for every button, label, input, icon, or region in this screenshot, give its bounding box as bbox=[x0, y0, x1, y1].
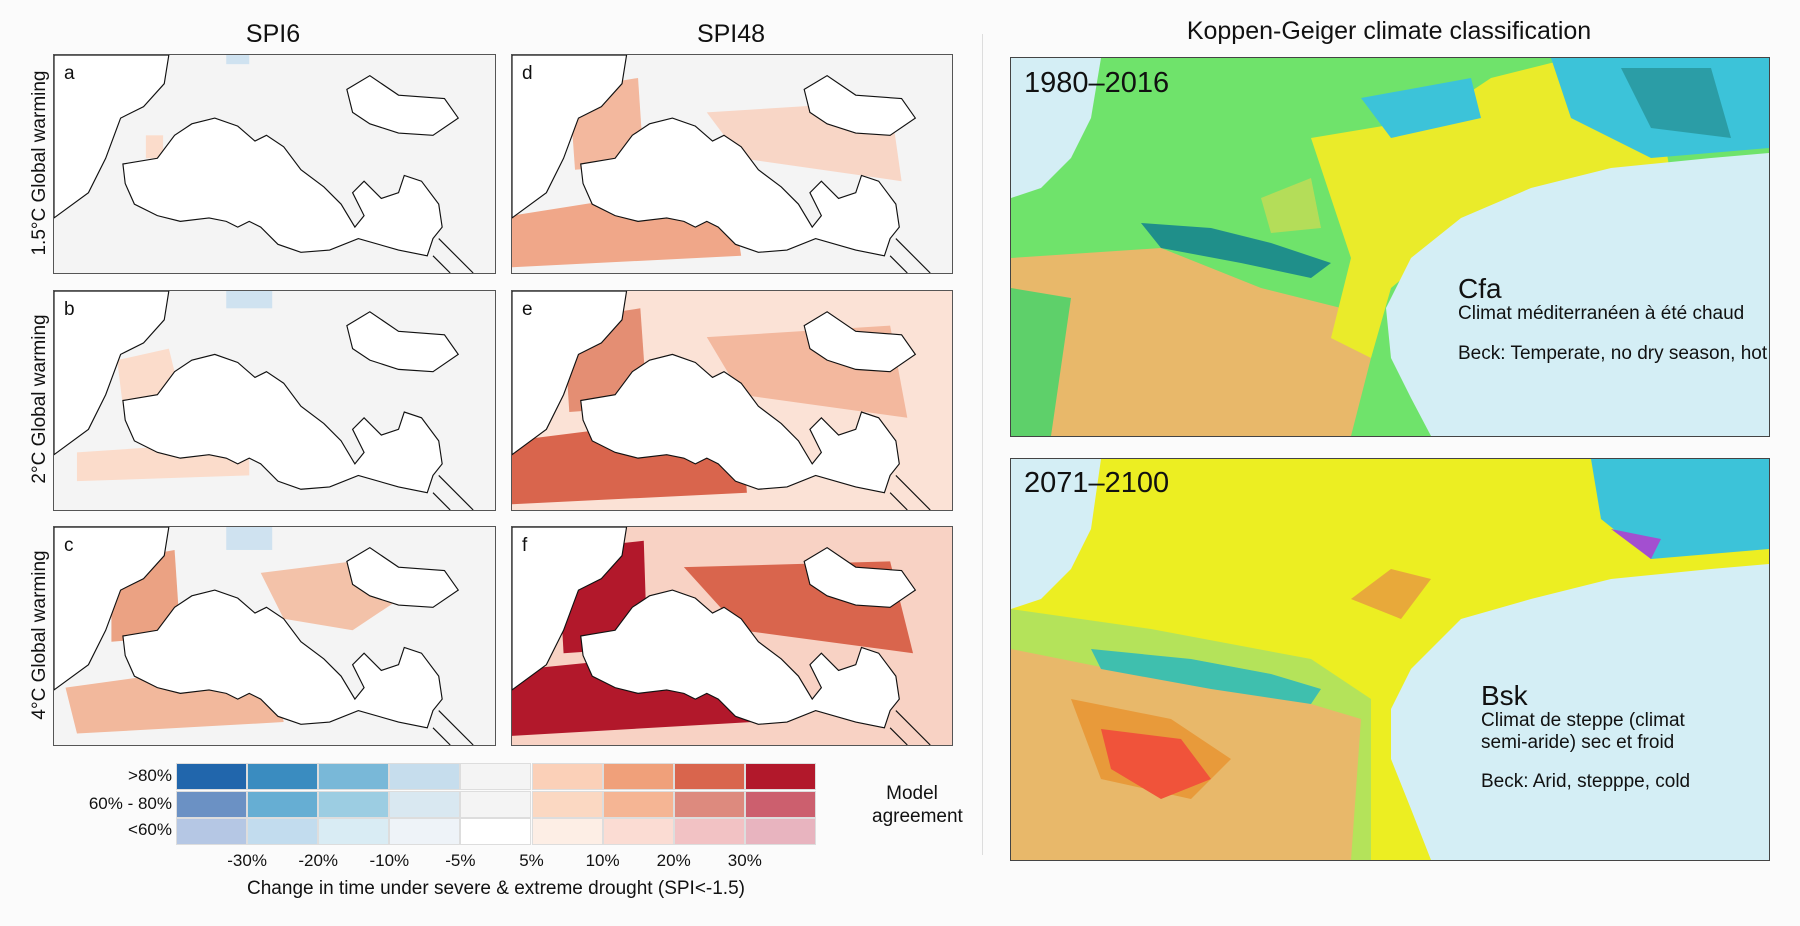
legend-cell bbox=[318, 818, 390, 845]
panel-label: e bbox=[522, 299, 533, 320]
legend-cell bbox=[389, 818, 461, 845]
legend-cell bbox=[318, 791, 390, 818]
column-title-spi48: SPI48 bbox=[696, 20, 766, 48]
legend-side-title-line: agreement bbox=[872, 806, 963, 827]
legend-cell bbox=[389, 763, 461, 790]
legend-cell bbox=[602, 791, 674, 818]
legend-cell bbox=[460, 791, 532, 818]
panel-label: d bbox=[522, 63, 533, 84]
legend-tick-label: -30% bbox=[227, 851, 267, 870]
legend-cell bbox=[318, 763, 390, 790]
legend-tick-label: 30% bbox=[727, 851, 762, 870]
legend-axis-title: Change in time under severe & extreme dr… bbox=[247, 878, 745, 899]
legend-cell bbox=[744, 818, 816, 845]
legend-side-title-line: Model bbox=[886, 783, 938, 804]
panel-label: b bbox=[64, 299, 75, 320]
legend-tick-label: 10% bbox=[585, 851, 620, 870]
map-panel-f: f bbox=[511, 526, 953, 746]
map-panel-d: d bbox=[511, 54, 953, 274]
legend-cell bbox=[460, 818, 532, 845]
legend-side-title: Model agreement bbox=[872, 782, 963, 828]
map-panel-b: b bbox=[53, 290, 496, 511]
legend-cell bbox=[531, 791, 603, 818]
legend-cell bbox=[602, 818, 674, 845]
legend-cell bbox=[673, 818, 745, 845]
legend-cell bbox=[531, 763, 603, 790]
legend-cell bbox=[176, 763, 248, 790]
map-panel-c: c bbox=[53, 526, 496, 746]
legend-tick-label: -5% bbox=[445, 851, 476, 870]
legend-cell bbox=[247, 763, 319, 790]
period-label: 1980–2016 bbox=[1024, 67, 1170, 99]
legend-cell bbox=[744, 791, 816, 818]
legend-cell bbox=[247, 791, 319, 818]
climate-description-line: Climat de steppe (climat bbox=[1481, 710, 1685, 731]
divider bbox=[982, 34, 983, 855]
legend-row-label: <60% bbox=[128, 820, 172, 839]
panel-label: c bbox=[64, 535, 74, 556]
climate-description: Climat méditerranéen à été chaud bbox=[1458, 303, 1745, 324]
koppen-map-2071-2100 bbox=[1010, 458, 1770, 861]
koppen-title: Koppen-Geiger climate classification bbox=[1186, 17, 1592, 45]
column-title-spi6: SPI6 bbox=[245, 20, 301, 48]
legend-tick-label: 5% bbox=[519, 851, 544, 870]
legend-cell bbox=[247, 818, 319, 845]
legend-cell bbox=[531, 818, 603, 845]
koppen-map-1980-2016 bbox=[1010, 57, 1770, 437]
legend-cell bbox=[176, 818, 248, 845]
panel-label: a bbox=[64, 63, 75, 84]
climate-code: Bsk bbox=[1481, 680, 1528, 711]
climate-description-line: semi-aride) sec et froid bbox=[1481, 732, 1675, 753]
row-label-2c: 2°C Global warming bbox=[29, 314, 50, 484]
climate-description: Climat de steppe (climat semi-aride) sec… bbox=[1481, 710, 1685, 754]
legend-cell bbox=[602, 763, 674, 790]
beck-description: Beck: Arid, stepppe, cold bbox=[1481, 771, 1691, 792]
legend-tick-label: -10% bbox=[369, 851, 410, 870]
climate-code: Cfa bbox=[1458, 273, 1502, 304]
legend-cell bbox=[744, 763, 816, 790]
legend-row-label: >80% bbox=[128, 766, 172, 785]
legend-cell bbox=[673, 791, 745, 818]
legend-cell bbox=[389, 791, 461, 818]
period-label: 2071–2100 bbox=[1024, 467, 1170, 499]
legend-tick-label: -20% bbox=[298, 851, 339, 870]
row-label-4c: 4°C Global warming bbox=[29, 550, 50, 720]
row-label-1-5c: 1.5°C Global warming bbox=[29, 70, 50, 256]
beck-description: Beck: Temperate, no dry season, hot bbox=[1458, 343, 1768, 364]
legend-cell bbox=[460, 763, 532, 790]
panel-label: f bbox=[522, 535, 528, 556]
map-panel-e: e bbox=[511, 290, 953, 511]
legend-tick-label: 20% bbox=[656, 851, 691, 870]
legend-cell bbox=[673, 763, 745, 790]
map-panel-a: a bbox=[53, 54, 496, 274]
legend-cell bbox=[176, 791, 248, 818]
legend-row-label: 60% - 80% bbox=[88, 794, 172, 813]
